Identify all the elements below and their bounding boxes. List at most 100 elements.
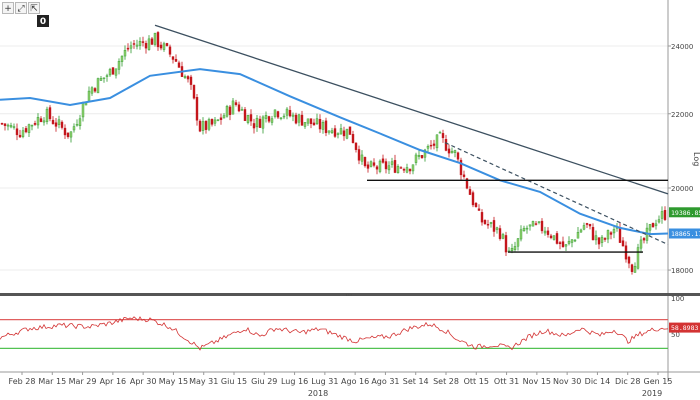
candle-body: [210, 118, 214, 125]
candle-body: [426, 146, 430, 149]
trend-main-line: [154, 24, 669, 195]
candle-body: [294, 114, 298, 124]
candle-body: [618, 227, 622, 243]
candle-body: [405, 167, 409, 173]
y-tick-label: 24000: [671, 43, 693, 51]
candle-body: [51, 119, 55, 125]
candle-body: [90, 87, 94, 94]
candle-body: [333, 128, 337, 137]
candle-body: [375, 166, 379, 170]
trend-dashed-line: [444, 142, 669, 246]
candle-body: [45, 108, 49, 122]
candle-body: [231, 100, 235, 115]
candle-body: [57, 119, 61, 125]
candle-body: [462, 174, 466, 177]
candle-body: [237, 104, 241, 112]
candle-body: [534, 223, 538, 225]
pane-separator: [0, 293, 700, 296]
rsi-value-tag-box: [669, 322, 700, 333]
candle-body: [327, 130, 331, 133]
candle-body: [351, 134, 355, 143]
candle-body: [30, 124, 34, 127]
x-tick-label: Mar 29: [69, 377, 97, 386]
candle-body: [621, 240, 625, 247]
x-tick-label: Set 14: [403, 377, 429, 386]
candle-body: [48, 107, 52, 120]
candle-body: [174, 59, 178, 62]
candle-body: [660, 211, 664, 219]
candle-body: [54, 122, 58, 127]
candle-body: [627, 256, 631, 264]
candle-body: [288, 109, 292, 117]
candle-body: [0, 123, 4, 125]
candle-body: [537, 221, 541, 223]
candle-body: [99, 78, 103, 81]
candle-body: [384, 161, 388, 170]
crosshair-button[interactable]: +: [2, 2, 14, 14]
candle-body: [219, 117, 223, 120]
candle-body: [639, 239, 643, 249]
candle-body: [519, 229, 523, 240]
candle-body: [39, 118, 43, 122]
candle-body: [24, 128, 28, 133]
candle-body: [453, 150, 457, 153]
candle-body: [459, 159, 463, 176]
candle-body: [147, 38, 151, 50]
candle-body: [585, 223, 589, 225]
candle-body: [417, 155, 421, 157]
candle-body: [540, 220, 544, 232]
candle-body: [528, 224, 532, 227]
candle-body: [495, 227, 499, 230]
candle-body: [258, 118, 262, 128]
candle-body: [27, 124, 31, 133]
candle-body: [87, 90, 91, 102]
candle-body: [531, 221, 535, 227]
candle-body: [267, 116, 271, 122]
x-tick-label: Set 28: [433, 377, 459, 386]
candle-body: [6, 124, 10, 127]
candle-body: [522, 227, 526, 232]
x-tick-label: Dic 14: [585, 377, 611, 386]
candle-body: [492, 220, 496, 232]
y-tick-label: 20000: [671, 185, 693, 193]
candle-body: [489, 222, 493, 224]
candle-body: [360, 154, 364, 162]
candle-body: [390, 161, 394, 165]
candle-body: [354, 142, 358, 150]
x-tick-label: Apr 30: [130, 377, 157, 386]
candle-body: [186, 76, 190, 80]
candle-body: [306, 118, 310, 124]
candle-body: [654, 223, 658, 227]
candle-body: [150, 38, 154, 45]
candle-body: [228, 106, 232, 115]
candle-body: [516, 238, 520, 247]
candle-body: [72, 126, 76, 131]
candle-body: [225, 106, 229, 117]
candle-body: [411, 164, 415, 172]
candle-body: [573, 239, 577, 242]
candle-body: [450, 150, 454, 154]
candle-body: [63, 127, 67, 136]
candle-body: [207, 119, 211, 130]
candle-body: [192, 84, 196, 99]
candle-body: [408, 168, 412, 172]
last-price-tag-box: [669, 207, 700, 218]
candle-body: [102, 77, 106, 79]
draw-tool-button[interactable]: ⤢: [15, 2, 27, 14]
ma-line: [0, 68, 669, 236]
candle-body: [279, 117, 283, 120]
candle-body: [273, 109, 277, 117]
candle-body: [381, 158, 385, 163]
candle-body: [636, 247, 640, 269]
rsi-line: [0, 316, 669, 351]
candle-body: [33, 123, 37, 125]
candle-body: [588, 223, 592, 227]
ma-value-tag-box: [669, 228, 700, 239]
x-tick-label: May 31: [189, 377, 218, 386]
x-tick-label: Mar 15: [38, 377, 66, 386]
candle-body: [396, 166, 400, 174]
zoom-button[interactable]: ⇱: [28, 2, 40, 14]
candle-body: [642, 238, 646, 241]
candle-body: [591, 226, 595, 241]
